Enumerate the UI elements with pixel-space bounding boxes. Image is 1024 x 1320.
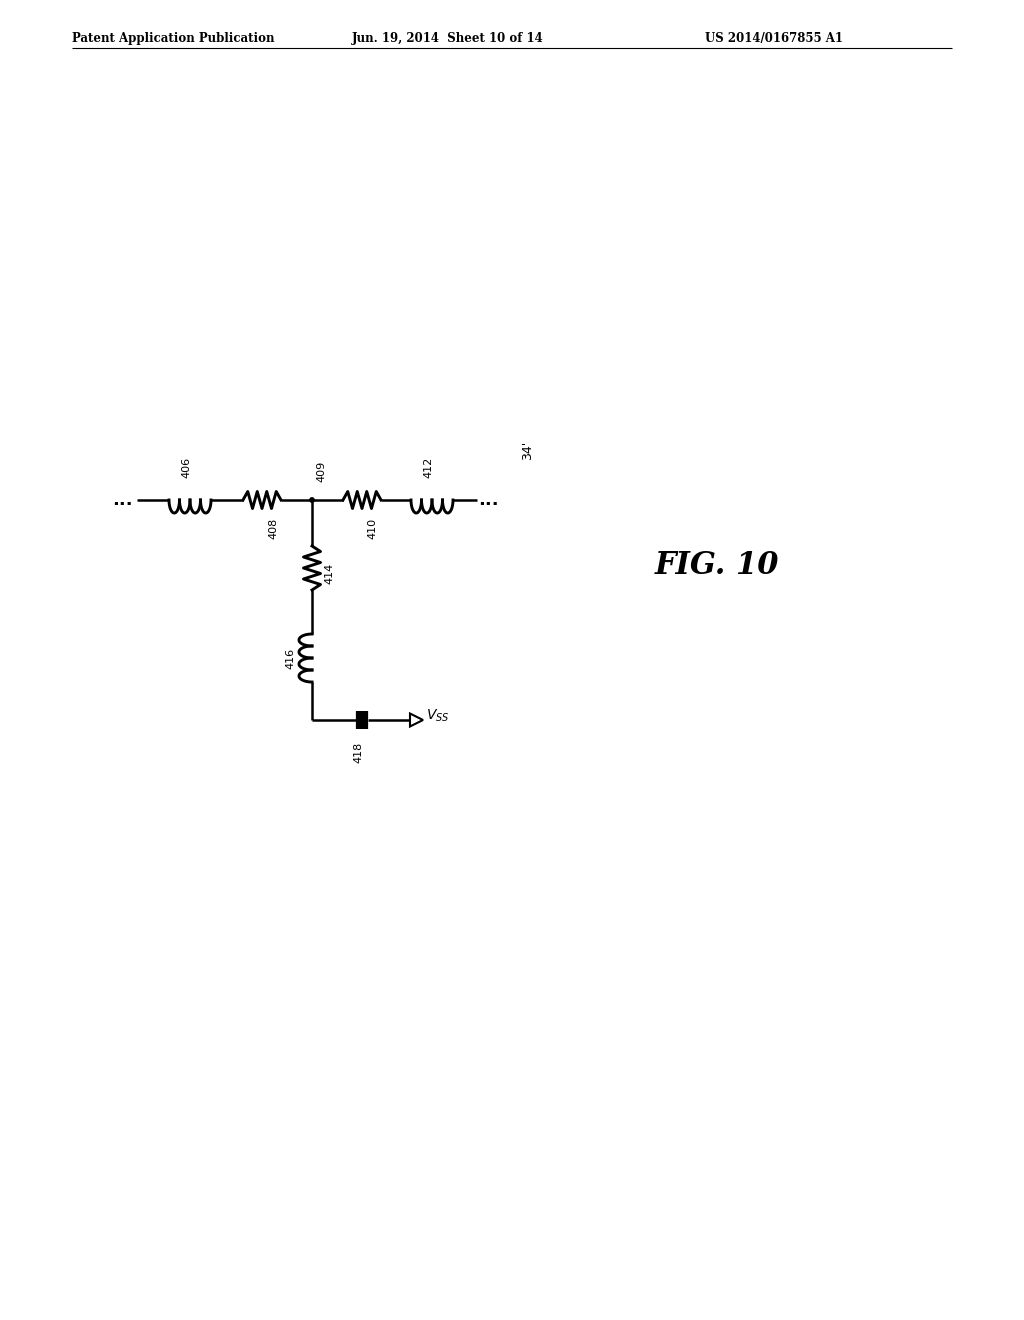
Text: FIG. 10: FIG. 10 [655, 549, 779, 581]
Text: ...: ... [477, 491, 499, 510]
Text: Jun. 19, 2014  Sheet 10 of 14: Jun. 19, 2014 Sheet 10 of 14 [352, 32, 544, 45]
Text: 410: 410 [367, 517, 377, 539]
Text: 412: 412 [423, 457, 433, 478]
Text: 418: 418 [353, 742, 362, 763]
Text: ...: ... [112, 491, 132, 510]
Text: 406: 406 [181, 457, 191, 478]
Text: Patent Application Publication: Patent Application Publication [72, 32, 274, 45]
Text: 409: 409 [316, 461, 326, 482]
Circle shape [310, 498, 314, 502]
Text: 408: 408 [268, 517, 278, 540]
Text: $V_{SS}$: $V_{SS}$ [426, 708, 450, 725]
Text: 416: 416 [285, 647, 295, 668]
Text: US 2014/0167855 A1: US 2014/0167855 A1 [705, 32, 843, 45]
Text: 414: 414 [324, 562, 334, 583]
Text: 34': 34' [521, 441, 535, 459]
